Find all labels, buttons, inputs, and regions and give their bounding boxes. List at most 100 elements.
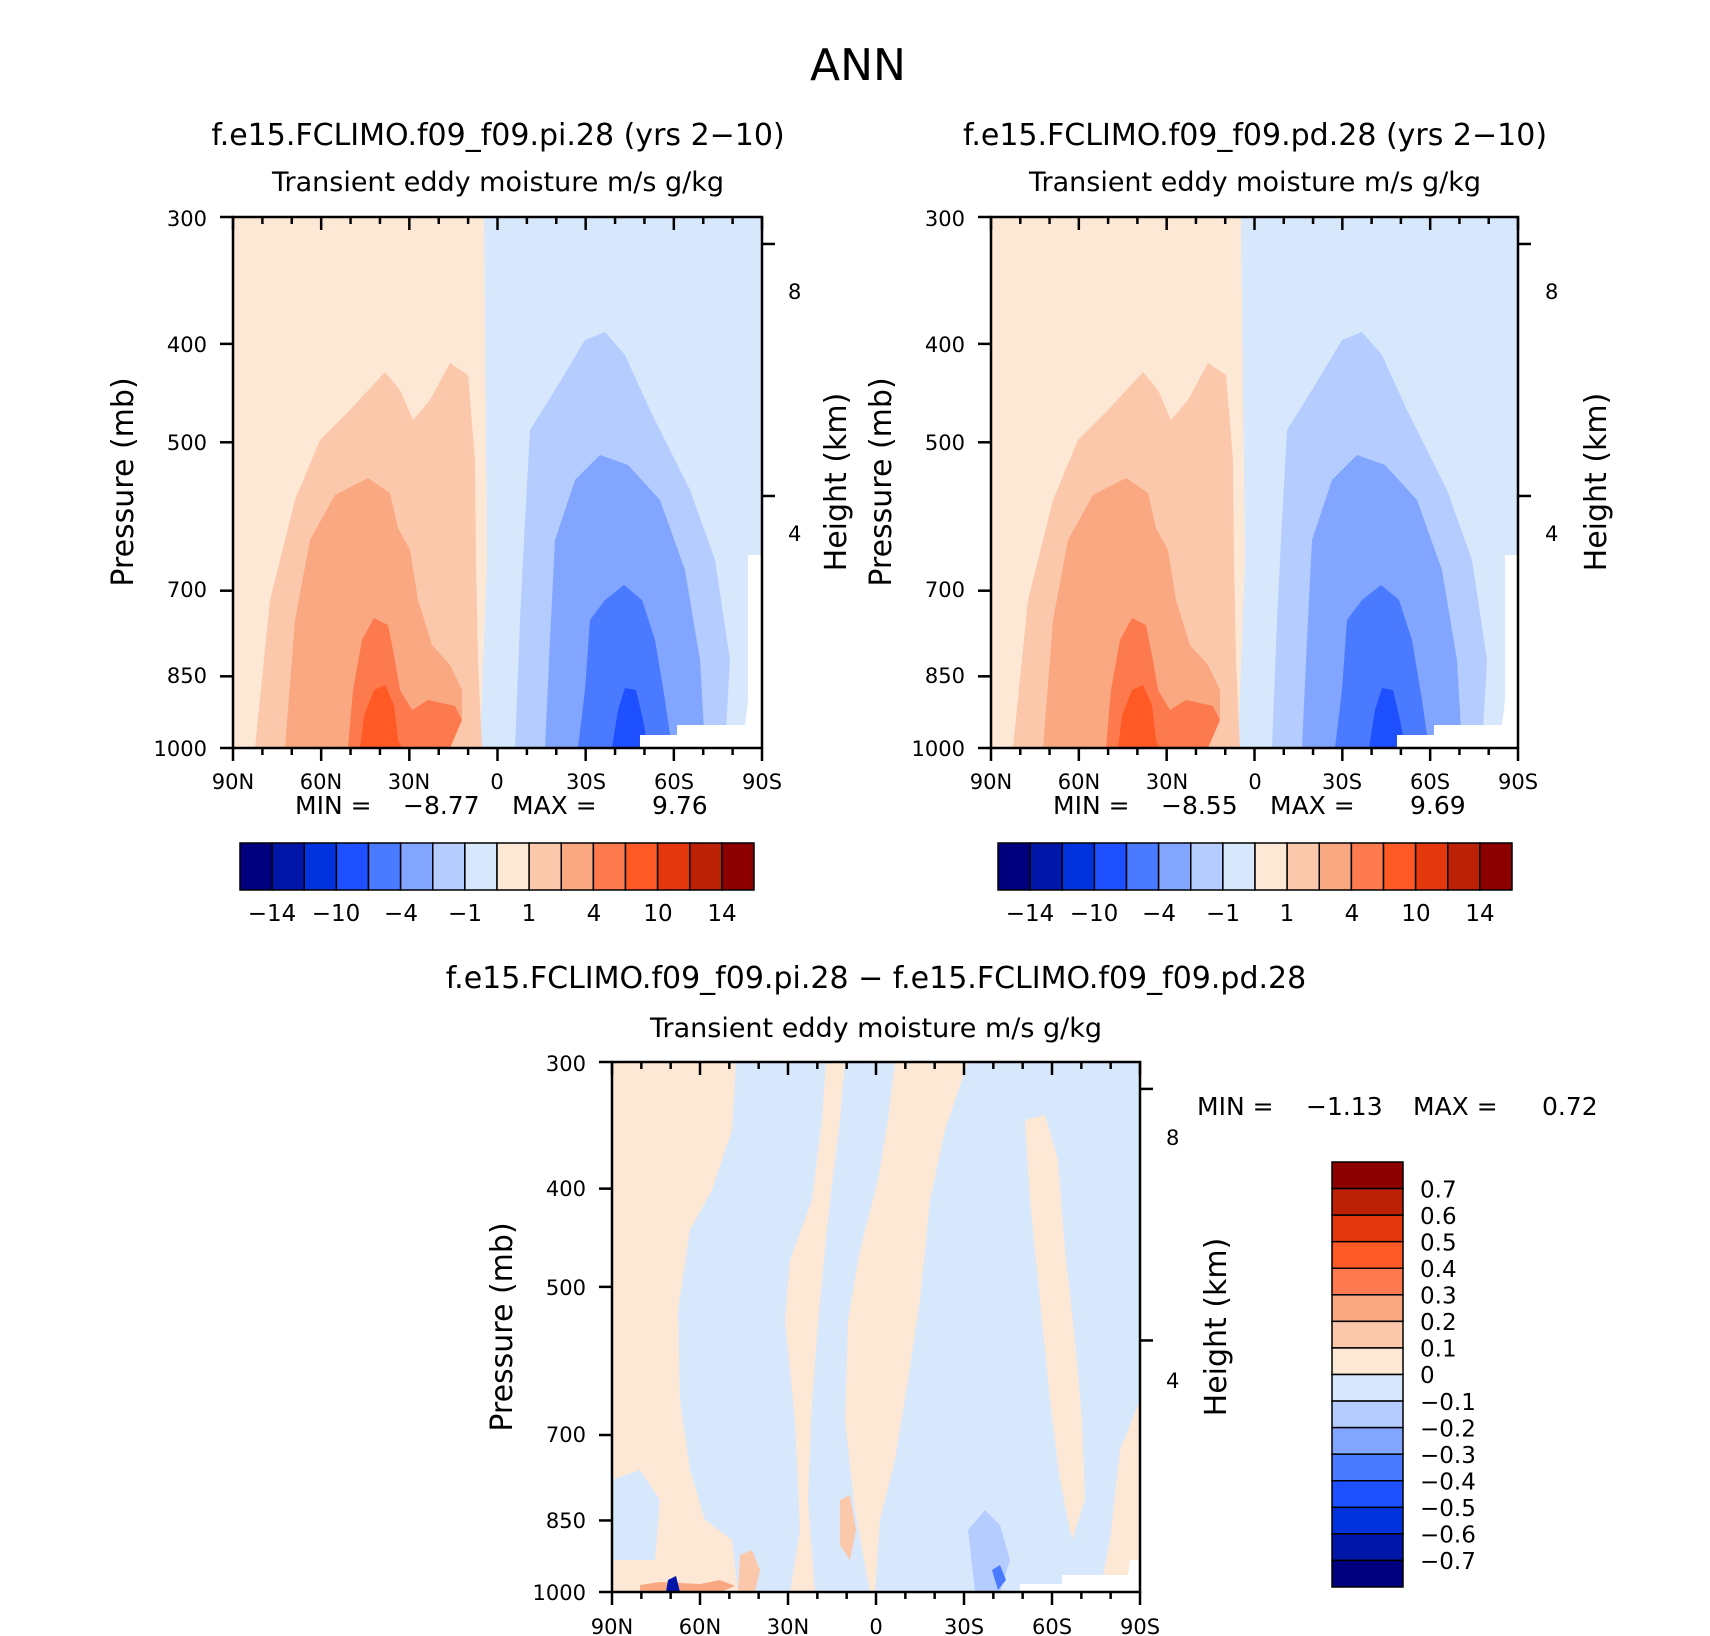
panel-left-y-tick-700: 700	[167, 578, 207, 602]
colorbar-swatch	[592, 842, 627, 891]
panel-left-y-tick-1000: 1000	[154, 737, 207, 761]
colorbar-label: −0.3	[1420, 1443, 1476, 1469]
panel-right-y-tick-700: 700	[925, 578, 965, 602]
colorbar-swatch	[1286, 842, 1320, 891]
colorbar-swatch	[1331, 1559, 1404, 1588]
colorbar-swatch	[721, 842, 755, 891]
panel-left-x-tick-90n: 90N	[212, 770, 254, 794]
colorbar-swatch	[1331, 1400, 1404, 1429]
panel-left: f.e15.FCLIMO.f09_f09.pi.28 (yrs 2−10) Tr…	[106, 118, 854, 927]
colorbar-swatch	[271, 842, 305, 891]
colorbar-swatch	[528, 842, 562, 891]
panel-left-cb-label: 1	[522, 901, 537, 927]
pos-contour-4	[1118, 685, 1160, 748]
panel-diff-ticks	[599, 1060, 1153, 1605]
panel-right-y-tick-400: 400	[925, 333, 965, 357]
colorbar-swatch	[335, 842, 370, 891]
panel-right: f.e15.FCLIMO.f09_f09.pd.28 (yrs 2−10) Tr…	[864, 118, 1614, 927]
panel-right-x-tick-30n: 30N	[1146, 770, 1188, 794]
panel-left-y2-tick-4: 4	[788, 522, 801, 546]
panel-right-cb-label: −10	[1070, 901, 1119, 927]
panel-diff-colorbar: 0.70.60.50.40.30.20.10−0.1−0.2−0.3−0.4−0…	[1331, 1161, 1476, 1588]
panel-right-y-tick-1000: 1000	[912, 737, 965, 761]
panel-left-y-axis-label: Pressure (mb)	[106, 377, 141, 586]
panel-right-cb-label: 1	[1280, 901, 1295, 927]
panel-diff-max-value: 0.72	[1542, 1092, 1598, 1121]
panel-right-x-tick-60s: 60S	[1410, 770, 1450, 794]
colorbar-swatch	[1447, 842, 1481, 891]
colorbar-swatch	[1125, 842, 1160, 891]
panel-right-cb-label: 4	[1345, 901, 1360, 927]
neg-contour-3	[578, 585, 672, 748]
colorbar-label: 0.6	[1420, 1204, 1457, 1230]
panel-left-y2-axis-label: Height (km)	[819, 393, 854, 572]
colorbar-swatch	[1331, 1347, 1404, 1376]
panel-right-cb-label: −4	[1142, 901, 1176, 927]
panel-right-subtitle: Transient eddy moisture m/s g/kg	[1028, 167, 1481, 198]
panel-right-cb-label: −1	[1206, 901, 1240, 927]
colorbar-swatch	[1479, 842, 1513, 891]
colorbar-swatch	[1254, 842, 1288, 891]
colorbar-swatch	[1331, 1480, 1404, 1509]
panel-right-y-axis-label: Pressure (mb)	[864, 377, 899, 586]
missing-data-region	[1020, 1560, 1140, 1592]
panel-right-x-tick-0: 0	[1248, 770, 1261, 794]
panel-right-y2-tick-8: 8	[1545, 280, 1558, 304]
panel-diff-min-label: MIN =	[1197, 1092, 1274, 1121]
panel-right-y-tick-300: 300	[925, 207, 965, 231]
colorbar-swatch	[1331, 1240, 1404, 1269]
colorbar-swatch	[1331, 1506, 1404, 1535]
panel-left-cb-label: −4	[384, 901, 418, 927]
colorbar-label: −0.7	[1420, 1549, 1476, 1575]
neg-band-nh	[678, 1062, 826, 1592]
panel-diff-field	[612, 1062, 1140, 1592]
panel-diff-y-axis-label: Pressure (mb)	[485, 1222, 520, 1431]
colorbar-swatch	[1061, 842, 1096, 891]
panel-diff-y-tick-850: 850	[546, 1509, 586, 1533]
colorbar-swatch	[1318, 842, 1353, 891]
colorbar-swatch	[1331, 1161, 1404, 1190]
panel-left-x-tick-0: 0	[490, 770, 503, 794]
pos-contour-2	[285, 478, 462, 748]
colorbar-swatch	[239, 842, 273, 891]
panel-right-x-tick-90n: 90N	[970, 770, 1012, 794]
panel-right-field	[991, 217, 1518, 748]
panel-right-colorbar	[997, 842, 1513, 891]
colorbar-label: −0.4	[1420, 1469, 1476, 1495]
pos-contour-4	[360, 685, 402, 748]
colorbar-swatch	[1029, 842, 1063, 891]
panel-left-x-tick-60s: 60S	[654, 770, 694, 794]
panel-diff-y-tick-1000: 1000	[533, 1581, 586, 1605]
panel-diff-y2-axis-label: Height (km)	[1199, 1238, 1234, 1417]
panel-diff-x-tick-60s: 60S	[1032, 1615, 1072, 1636]
panel-left-field	[233, 217, 762, 748]
panel-left-min-label: MIN =	[295, 791, 372, 820]
colorbar-swatch	[1331, 1320, 1404, 1349]
colorbar-swatch	[303, 842, 338, 891]
panel-left-y-tick-300: 300	[167, 207, 207, 231]
panel-diff-title: f.e15.FCLIMO.f09_f09.pi.28 − f.e15.FCLIM…	[446, 961, 1306, 996]
panel-right-y-tick-500: 500	[925, 431, 965, 455]
panel-diff-x-tick-30n: 30N	[767, 1615, 809, 1636]
panel-diff: f.e15.FCLIMO.f09_f09.pi.28 − f.e15.FCLIM…	[446, 961, 1598, 1636]
neg-contour-4	[612, 688, 648, 748]
panel-diff-y-tick-700: 700	[546, 1423, 586, 1447]
colorbar-swatch	[1331, 1373, 1404, 1402]
panel-right-x-tick-60n: 60N	[1058, 770, 1100, 794]
colorbar-swatch	[1331, 1533, 1404, 1562]
colorbar-label: −0.2	[1420, 1416, 1476, 1442]
colorbar-swatch	[1093, 842, 1128, 891]
panel-right-cb-label: 10	[1401, 901, 1430, 927]
panel-diff-x-tick-90n: 90N	[591, 1615, 633, 1636]
colorbar-swatch	[1331, 1267, 1404, 1296]
panel-left-ticks	[220, 215, 775, 761]
colorbar-swatch	[689, 842, 723, 891]
panel-left-x-tick-60n: 60N	[300, 770, 342, 794]
panel-left-y-tick-400: 400	[167, 333, 207, 357]
panel-left-cb-label: 10	[643, 901, 672, 927]
panel-left-x-tick-30n: 30N	[388, 770, 430, 794]
panel-diff-y-tick-400: 400	[546, 1177, 586, 1201]
missing-data-region	[640, 555, 762, 748]
panel-right-cb-label: −14	[1006, 901, 1055, 927]
panel-right-y-tick-850: 850	[925, 664, 965, 688]
